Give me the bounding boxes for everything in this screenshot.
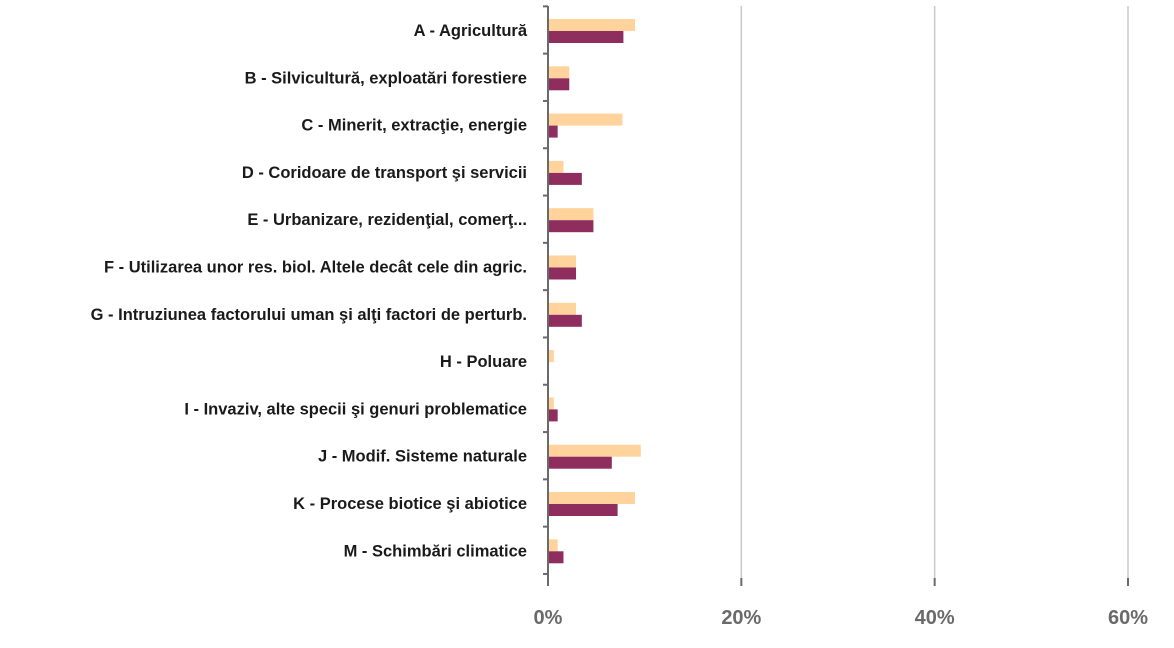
bar [548, 314, 582, 327]
category-label: I - Invaziv, alte specii şi genuri probl… [184, 400, 527, 418]
bar [548, 302, 577, 315]
category-label: C - Minerit, extracţie, energie [301, 117, 527, 135]
category-label: F - Utilizarea unor res. biol. Altele de… [104, 259, 527, 277]
bar [548, 504, 618, 516]
bar [548, 220, 594, 233]
bar [548, 350, 554, 363]
category-label: E - Urbanizare, rezidenţial, comerţ... [247, 211, 527, 229]
bar [548, 539, 558, 552]
bar [548, 444, 641, 457]
category-label: G - Intruziunea factorului uman şi alţi … [91, 306, 527, 324]
category-label: J - Modif. Sisteme naturale [318, 448, 527, 466]
bar [548, 19, 635, 31]
category-label: K - Procese biotice şi abiotice [293, 495, 527, 513]
bar [548, 492, 635, 504]
x-tick-label: 0% [534, 607, 563, 629]
bar [548, 208, 594, 221]
bar [548, 113, 623, 126]
bar [548, 255, 577, 268]
bar [548, 78, 570, 91]
x-tick-label: 20% [721, 607, 761, 629]
category-label: M - Schimbări climatice [344, 542, 527, 560]
bar [548, 456, 612, 469]
bar [548, 267, 577, 280]
category-label: A - Agricultură [414, 22, 528, 40]
category-label: H - Poluare [440, 353, 527, 371]
bar [548, 160, 564, 173]
bar [548, 397, 554, 410]
category-label: D - Coridoare de transport şi servicii [242, 164, 527, 182]
bar [548, 66, 570, 79]
category-label: B - Silvicultură, exploatări forestiere [245, 69, 527, 87]
bar [548, 172, 582, 185]
x-tick-label: 40% [915, 607, 955, 629]
bar [548, 409, 558, 422]
bar [548, 31, 624, 43]
x-tick-label: 60% [1108, 607, 1148, 629]
bar [548, 551, 564, 564]
bar [548, 125, 558, 138]
